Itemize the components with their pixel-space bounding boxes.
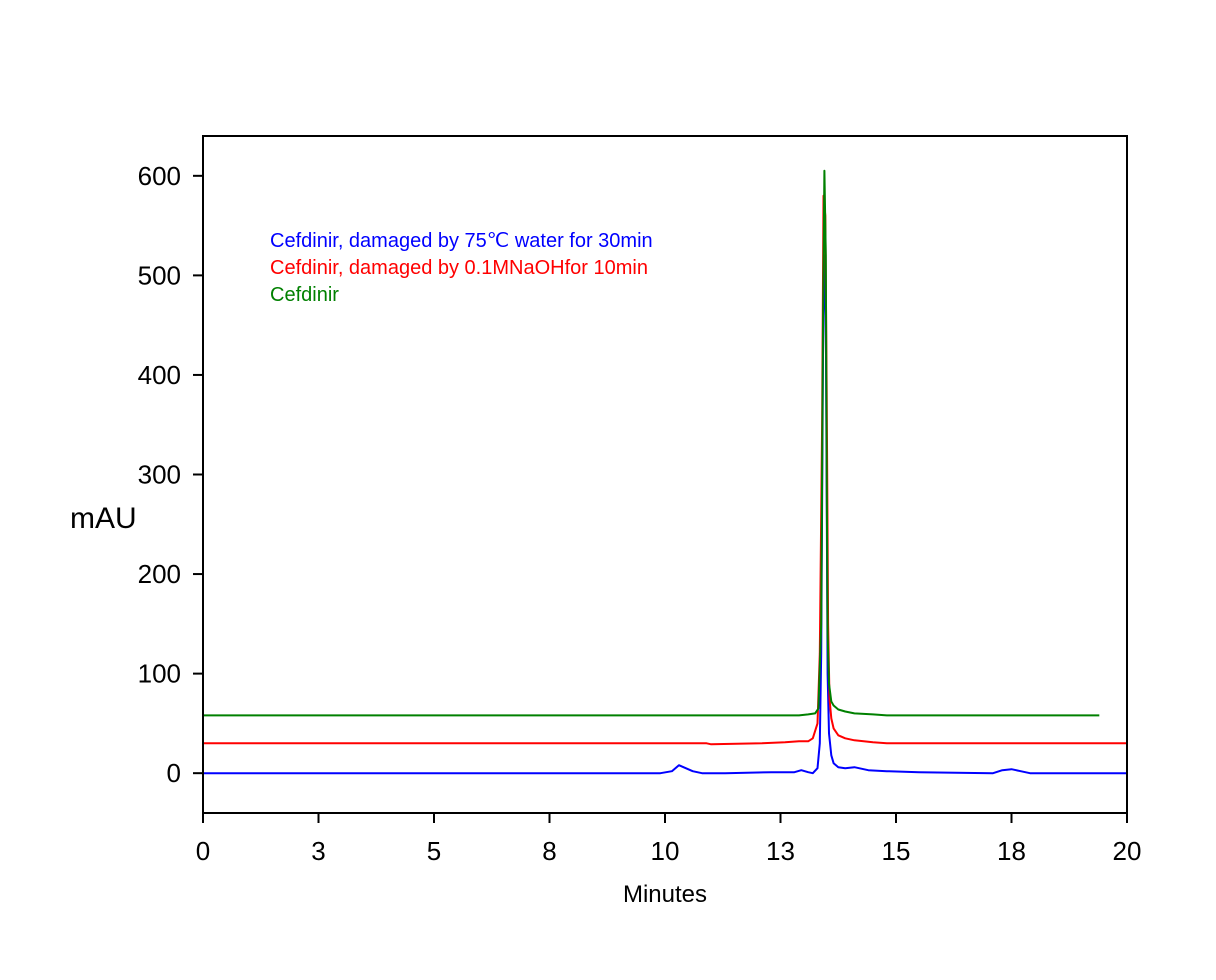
x-tick-label: 0 — [196, 836, 210, 866]
series-line-blue — [203, 254, 1127, 775]
x-tick-label: 5 — [427, 836, 441, 866]
y-tick-label: 500 — [138, 260, 181, 290]
x-axis-title: Minutes — [623, 881, 707, 908]
legend-item-red: Cefdinir, damaged by 0.1MNaOHfor 10min — [270, 257, 648, 279]
y-tick-label: 100 — [138, 659, 181, 689]
y-tick-label: 400 — [138, 360, 181, 390]
x-tick-label: 10 — [651, 836, 680, 866]
y-tick-label: 300 — [138, 460, 181, 490]
x-tick-label: 3 — [311, 836, 325, 866]
x-tick-label: 18 — [997, 836, 1026, 866]
legend: Cefdinir, damaged by 75℃ water for 30min… — [270, 230, 653, 306]
series-line-green — [203, 169, 1100, 717]
x-tick-label: 8 — [542, 836, 556, 866]
legend-item-green: Cefdinir — [270, 284, 339, 306]
legend-item-blue: Cefdinir, damaged by 75℃ water for 30min — [270, 230, 653, 252]
series-layer — [203, 169, 1127, 775]
x-tick-label: 13 — [766, 836, 795, 866]
x-tick-label: 15 — [882, 836, 911, 866]
y-axis-title: mAU — [70, 502, 137, 535]
plot-frame — [202, 135, 1128, 814]
x-tick-label: 20 — [1113, 836, 1142, 866]
y-tick-label: 200 — [138, 559, 181, 589]
y-tick-label: 600 — [138, 161, 181, 191]
y-tick-label: 0 — [167, 758, 181, 788]
